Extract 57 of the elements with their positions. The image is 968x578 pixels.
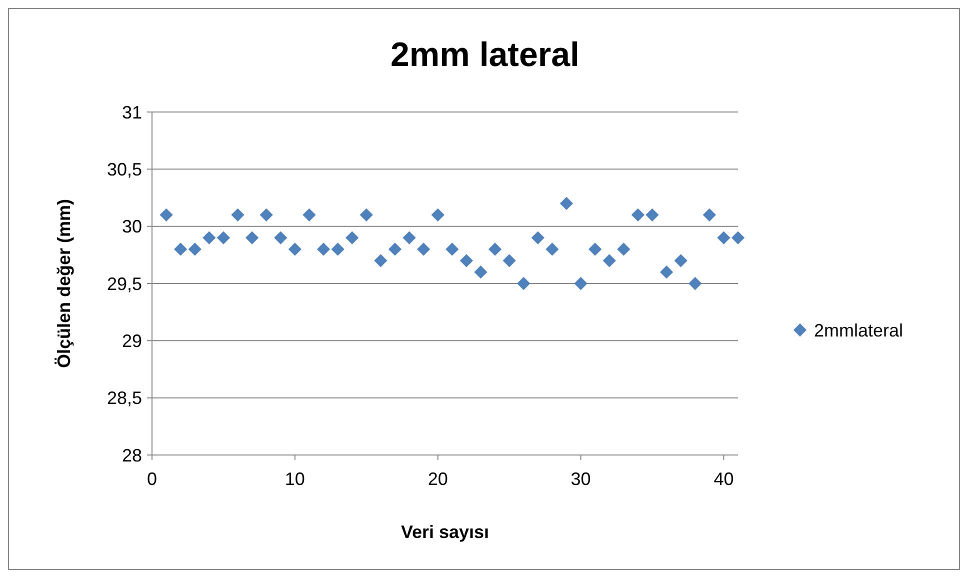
point [517,276,530,290]
point [531,231,544,244]
y-tick-label: 30 [122,216,142,237]
point [560,196,574,210]
point [702,208,716,222]
point [717,231,730,244]
x-tick-label: 10 [284,469,305,489]
point [402,231,416,244]
point [602,254,616,268]
point [160,208,173,222]
x-tick-label: 30 [570,469,591,489]
point [502,254,516,268]
y-tick-label: 28 [122,445,142,466]
x-axis-title: Veri sayısı [400,522,490,542]
x-tick-label: 20 [428,469,448,489]
point [546,242,559,256]
point [416,242,430,256]
point [360,208,373,222]
x-tick-label: 0 [146,469,158,489]
point [588,242,602,256]
point [331,242,344,256]
point [374,254,388,268]
point [231,208,244,222]
point [574,276,588,290]
point [446,242,459,256]
point [274,231,288,244]
y-tick-label: 31 [122,102,142,122]
y-tick-label: 29 [122,330,142,351]
point [245,231,259,244]
point [488,242,502,256]
point [731,231,745,244]
point [688,276,702,290]
point [388,242,402,256]
point [288,242,302,256]
y-tick-label: 30,5 [106,159,142,180]
point [202,231,216,244]
y-tick-label: 29,5 [106,274,142,294]
point [302,208,316,222]
point [431,208,444,222]
point [660,266,674,279]
point [346,231,359,244]
point [260,208,273,222]
point [631,208,645,222]
point [316,242,330,256]
chart-title: 2mm lateral [390,36,580,74]
point [474,266,488,279]
legend-label: 2mmlateral [814,320,904,340]
point [174,242,188,256]
y-tick-label: 28,5 [106,388,142,408]
y-axis-title: Ölçülen değer (mm) [54,198,74,368]
point [646,208,659,222]
point [617,242,630,256]
point [188,242,202,256]
point [216,231,230,244]
point [674,254,688,268]
x-tick-label: 40 [714,469,734,489]
point [460,254,474,268]
